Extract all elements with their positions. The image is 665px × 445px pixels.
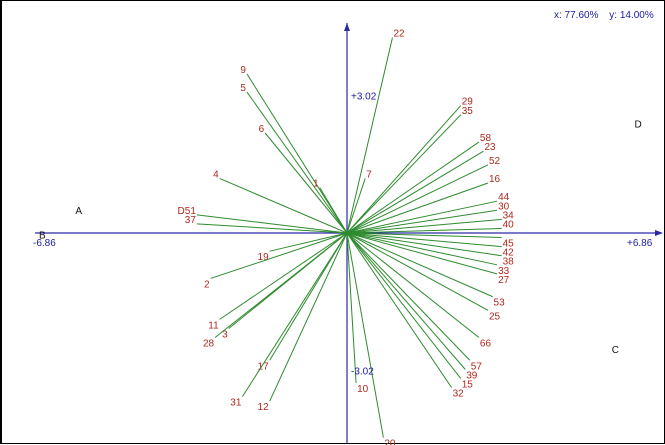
- vector-line-27: [346, 232, 498, 275]
- vector-label-17: 17: [258, 361, 270, 372]
- vector-label-9: 9: [240, 65, 246, 76]
- vector-line-25: [346, 232, 489, 311]
- vector-line-12: [269, 232, 348, 402]
- y-tick-bottom: -3.02: [351, 366, 374, 377]
- vector-label-30: 30: [498, 201, 510, 212]
- vector-line-2: [210, 232, 348, 279]
- vector-line-37: [196, 223, 348, 234]
- x-tick-left: -6.86: [33, 238, 56, 249]
- vector-line-10: [346, 232, 357, 384]
- vector-line-7: [346, 178, 366, 234]
- vector-label-34: 34: [503, 210, 515, 221]
- vector-line-9: [246, 73, 348, 234]
- vector-line-30: [346, 209, 498, 234]
- vector-label-38: 38: [503, 257, 515, 268]
- vector-label-25: 25: [489, 311, 501, 322]
- vector-label-31: 31: [230, 398, 242, 409]
- vector-line-4: [219, 177, 348, 234]
- vector-label-16: 16: [489, 174, 501, 185]
- vector-label-10: 10: [357, 384, 369, 395]
- vector-label-58: 58: [480, 133, 492, 144]
- vector-line-15: [346, 232, 462, 379]
- vector-label-12: 12: [258, 402, 270, 413]
- vector-line-58: [346, 141, 480, 234]
- vector-label-3: 3: [222, 329, 228, 340]
- vector-label-33: 33: [498, 266, 510, 277]
- vector-label-39: 39: [466, 370, 478, 381]
- vector-line-40: [346, 227, 502, 234]
- vector-label-35: 35: [462, 106, 474, 117]
- vector-label-52: 52: [489, 156, 501, 167]
- vector-line-D51: [196, 214, 348, 234]
- vector-label-11: 11: [208, 320, 219, 331]
- group-label-B: B: [39, 230, 46, 241]
- y-axis-arrowhead: [344, 23, 350, 31]
- group-label-C: C: [612, 345, 619, 356]
- vector-line-38: [346, 232, 502, 257]
- vector-label-44: 44: [498, 192, 510, 203]
- vector-line-19: [269, 232, 348, 252]
- vector-label-D51: D51: [178, 206, 197, 217]
- vector-line-6: [264, 132, 348, 234]
- vector-line-35: [346, 114, 462, 234]
- vector-line-33: [346, 232, 498, 266]
- vector-line-42: [346, 232, 502, 248]
- vector-line-44: [346, 200, 498, 234]
- vector-line-11: [219, 232, 348, 320]
- vector-label-29: 29: [462, 97, 474, 108]
- vector-line-5: [246, 91, 348, 234]
- vector-line-1: [319, 187, 348, 234]
- vector-line-39: [346, 232, 466, 370]
- vector-label-45: 45: [503, 239, 515, 250]
- vector-line-57: [346, 232, 471, 361]
- vector-line-20: [346, 232, 384, 438]
- group-labels-layer: A B C D: [39, 120, 642, 356]
- vector-label-6: 6: [259, 124, 265, 135]
- vector-line-17: [269, 232, 348, 361]
- group-label-D: D: [634, 120, 641, 131]
- x-coordinate: x: 77.60%: [554, 10, 599, 21]
- vector-label-57: 57: [471, 361, 483, 372]
- vector-label-1: 1: [313, 179, 319, 190]
- vector-label-66: 66: [480, 339, 492, 350]
- vector-label-22: 22: [393, 29, 405, 40]
- vector-line-52: [346, 164, 489, 234]
- vector-label-53: 53: [494, 298, 506, 309]
- vector-line-22: [346, 37, 393, 234]
- y-coordinate: y: 14.00%: [609, 10, 654, 21]
- vector-line-32: [346, 232, 453, 388]
- vector-line-16: [346, 182, 489, 234]
- x-axis-arrowhead: [655, 230, 663, 236]
- vector-label-5: 5: [240, 83, 246, 94]
- vector-line-31: [241, 232, 348, 397]
- vector-label-27: 27: [498, 275, 510, 286]
- vector-line-45: [346, 232, 502, 239]
- vector-line-29: [346, 105, 462, 234]
- vector-label-2: 2: [204, 279, 210, 290]
- vector-label-42: 42: [503, 248, 515, 259]
- vector-label-40: 40: [503, 219, 515, 230]
- group-label-A: A: [75, 206, 82, 217]
- vector-line-28: [214, 232, 348, 338]
- vector-label-23: 23: [484, 142, 496, 153]
- y-tick-top: +3.02: [351, 92, 377, 103]
- x-tick-right: +6.86: [627, 238, 653, 249]
- vector-line-34: [346, 218, 502, 234]
- vector-label-28: 28: [203, 339, 215, 350]
- vector-label-19: 19: [258, 252, 270, 263]
- coordinate-readout: x: 77.60% y: 14.00%: [554, 10, 662, 21]
- vector-line-23: [346, 150, 484, 234]
- vector-label-37: 37: [185, 215, 197, 226]
- vector-label-20: 20: [384, 439, 396, 445]
- vector-line-53: [346, 232, 493, 298]
- vector-label-15: 15: [462, 379, 474, 390]
- vector-label-7: 7: [366, 169, 372, 180]
- tick-labels-layer: -6.86 +6.86 +3.02 -3.02: [33, 92, 653, 378]
- vector-label-4: 4: [213, 169, 219, 180]
- vector-label-32: 32: [453, 389, 465, 400]
- vector-line-66: [346, 232, 480, 338]
